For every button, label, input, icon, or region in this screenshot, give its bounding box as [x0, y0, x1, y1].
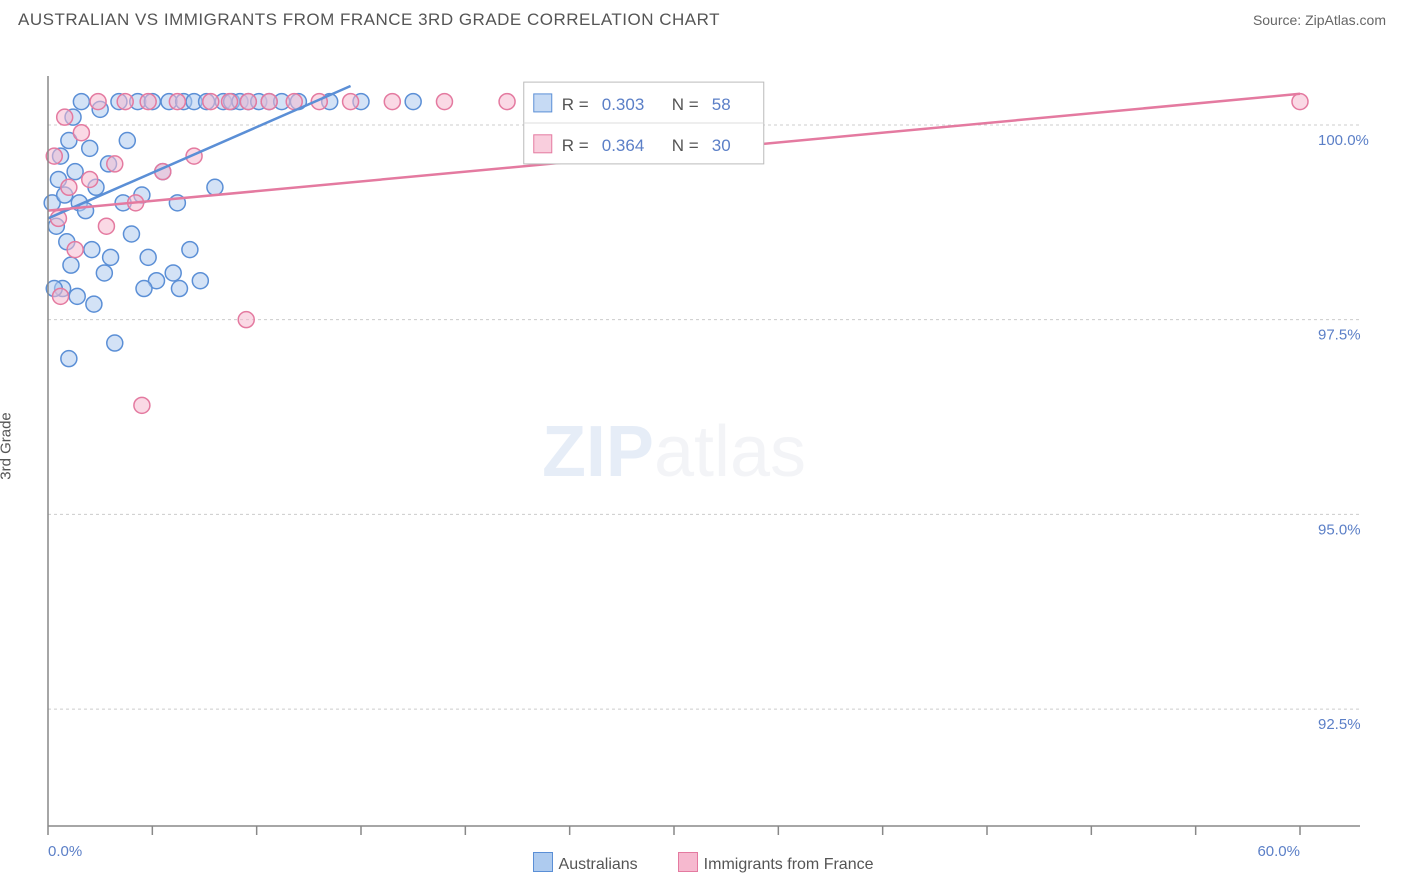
svg-text:0.303: 0.303: [602, 95, 645, 114]
svg-text:N =: N =: [672, 136, 699, 155]
svg-text:100.0%: 100.0%: [1318, 132, 1369, 149]
svg-text:N =: N =: [672, 95, 699, 114]
scatter-chart: 92.5% 95.0% 97.5% 100.0% ZIPatlas 0.0% 60.0% R …: [0, 36, 1406, 856]
svg-text:ZIPatlas: ZIPatlas: [542, 412, 806, 492]
svg-text:0.0%: 0.0%: [48, 843, 82, 856]
svg-text:92.5%: 92.5%: [1318, 716, 1361, 733]
chart-title: AUSTRALIAN VS IMMIGRANTS FROM FRANCE 3RD…: [18, 10, 720, 30]
source-attribution: Source: ZipAtlas.com: [1253, 12, 1386, 28]
svg-text:R =: R =: [562, 95, 589, 114]
svg-text:97.5%: 97.5%: [1318, 327, 1361, 344]
svg-text:60.0%: 60.0%: [1257, 843, 1300, 856]
svg-text:0.364: 0.364: [602, 136, 645, 155]
chart-area: 3rd Grade 92.5% 95.0% 97.5% 100.0% ZIPatlas 0…: [0, 36, 1406, 856]
svg-text:R =: R =: [562, 136, 589, 155]
svg-text:58: 58: [712, 95, 731, 114]
y-axis-label: 3rd Grade: [0, 412, 15, 480]
chart-header: AUSTRALIAN VS IMMIGRANTS FROM FRANCE 3RD…: [0, 0, 1406, 36]
svg-text:30: 30: [712, 136, 731, 155]
svg-text:95.0%: 95.0%: [1318, 521, 1361, 538]
